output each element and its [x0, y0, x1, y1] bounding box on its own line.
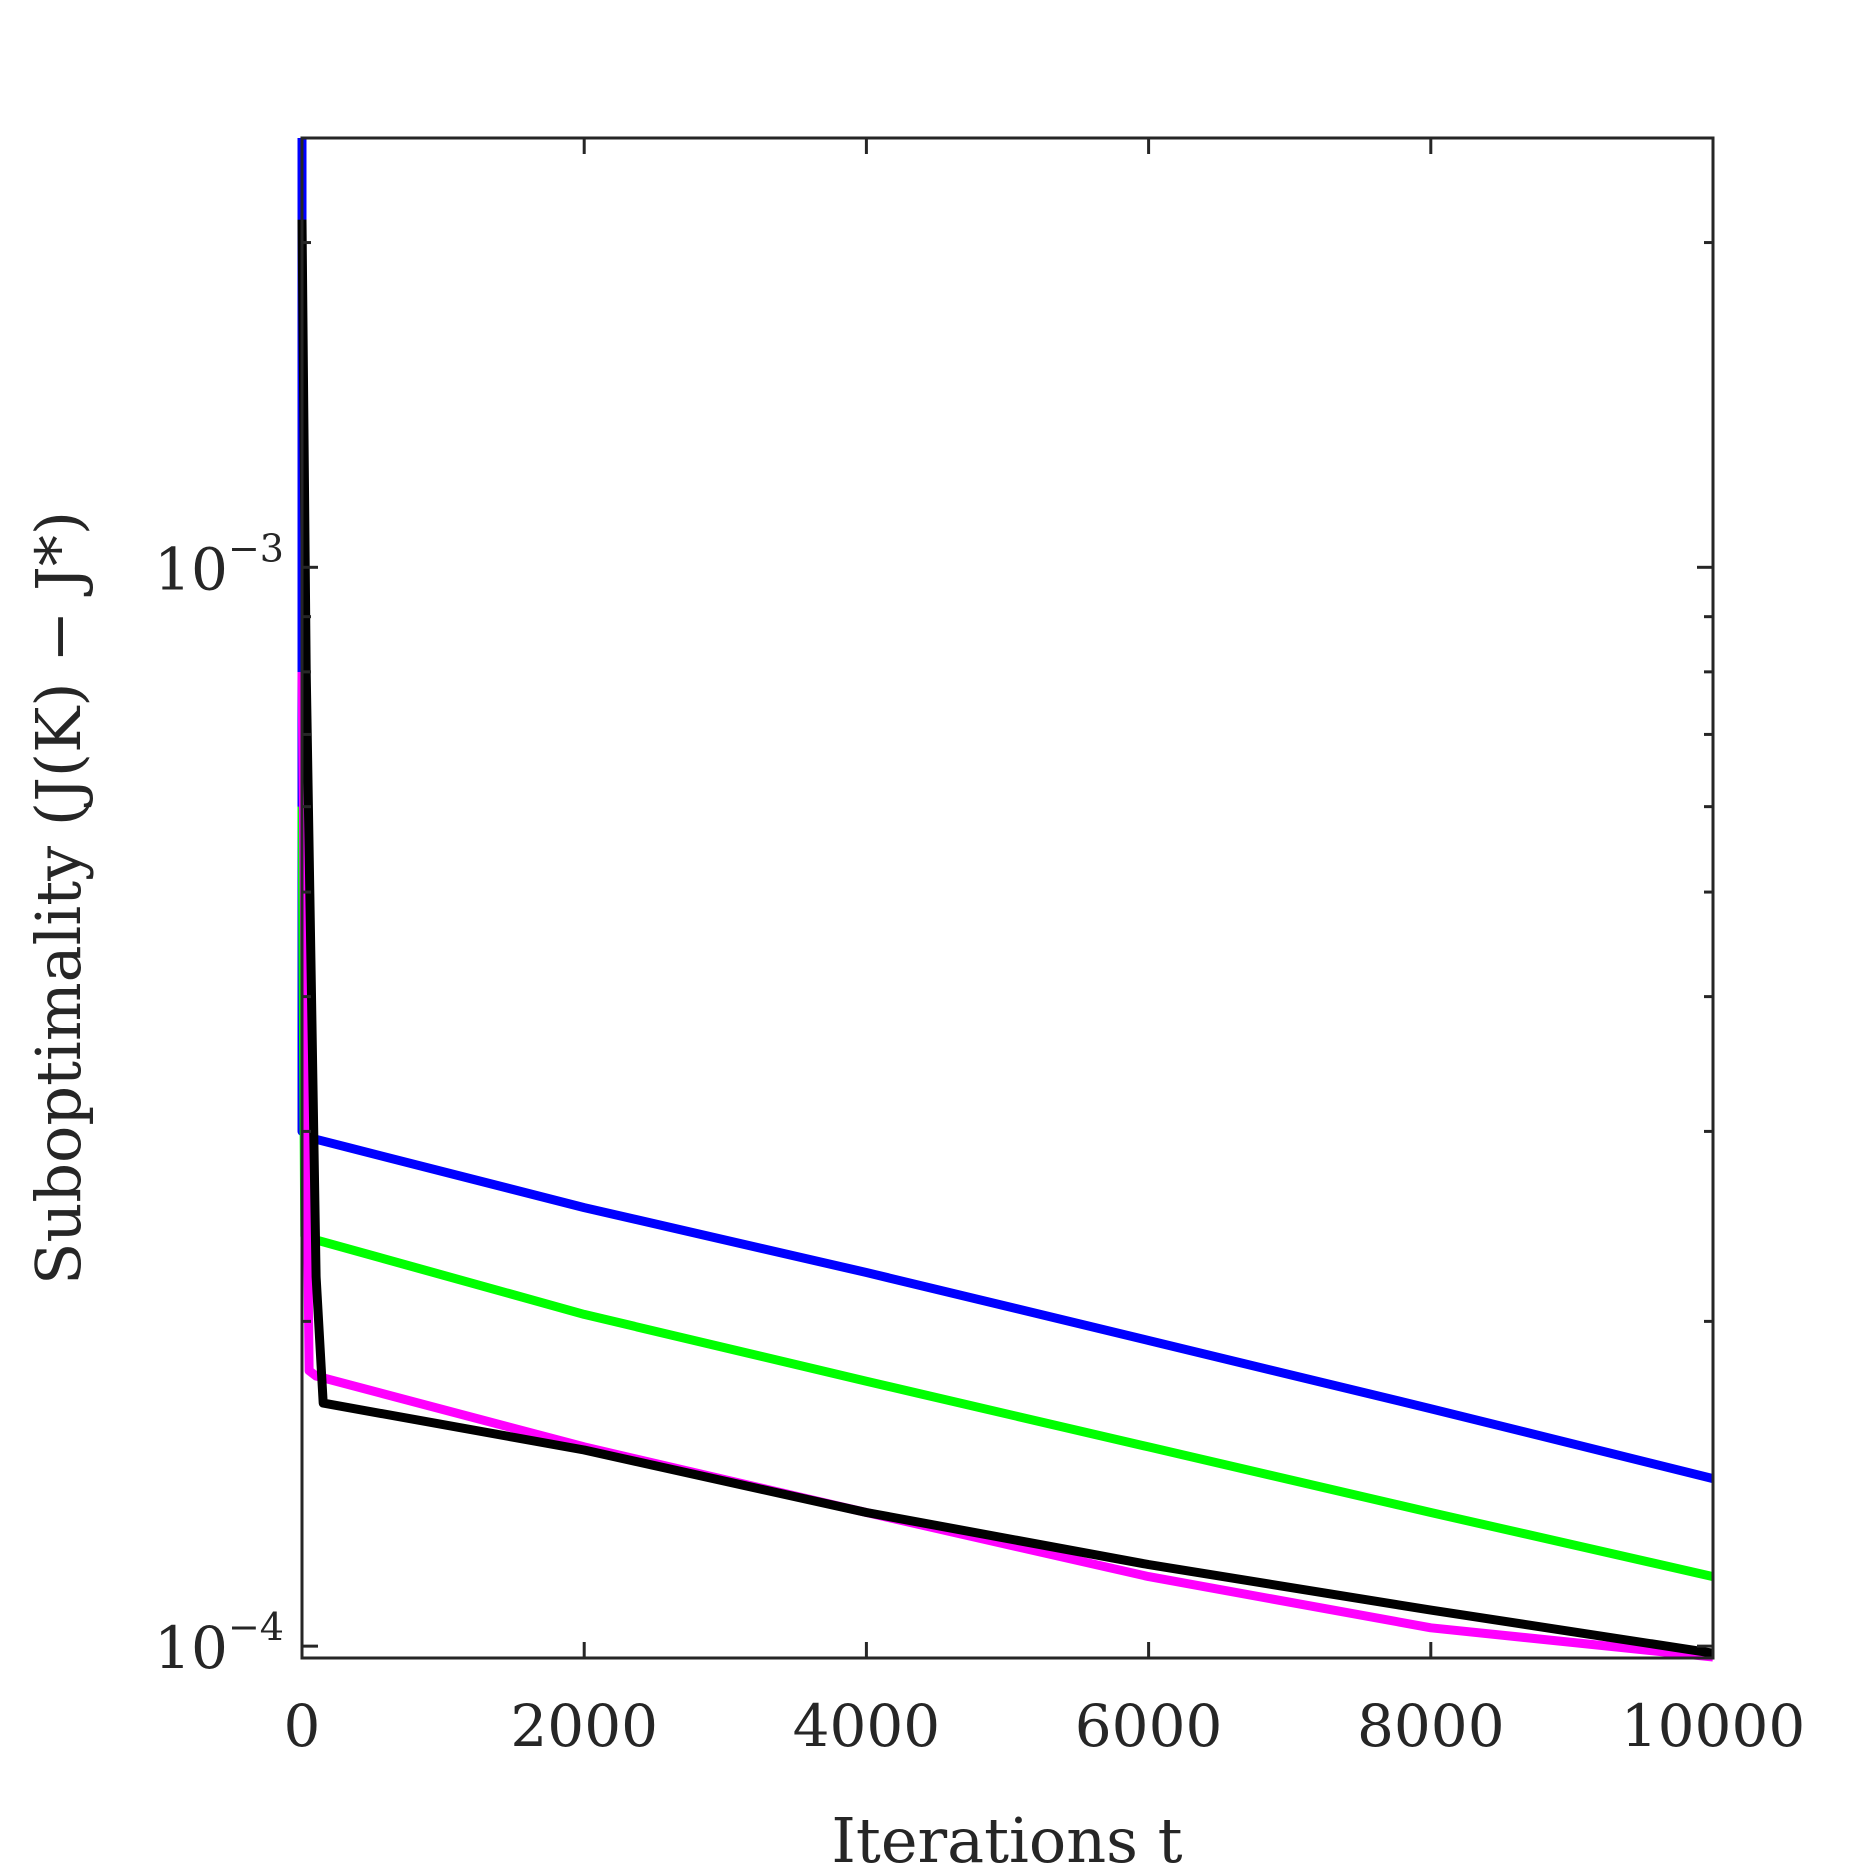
- series-line-black: [297, 219, 1714, 1658]
- x-axis-title: Iterations t: [831, 1804, 1182, 1875]
- x-tick-label: 4000: [793, 1692, 941, 1760]
- x-tick-label: 6000: [1075, 1692, 1223, 1760]
- x-tick-label: 8000: [1357, 1692, 1505, 1760]
- x-tick-label: 10000: [1621, 1692, 1806, 1760]
- y-axis-title: Suboptimality (J(K) − J*): [22, 511, 95, 1285]
- series-layer: [297, 138, 1715, 1662]
- tick-layer: [300, 138, 1715, 1658]
- x-tick-label: 2000: [510, 1692, 658, 1760]
- plot-frame: [300, 136, 1715, 1660]
- y-tick-label: 10−3: [154, 526, 284, 603]
- y-tick-label: 10−4: [154, 1605, 284, 1682]
- label-layer: 0 2000 4000 6000 8000 10000 10−4 10−3: [154, 526, 1805, 1760]
- x-tick-label: 0: [284, 1692, 321, 1760]
